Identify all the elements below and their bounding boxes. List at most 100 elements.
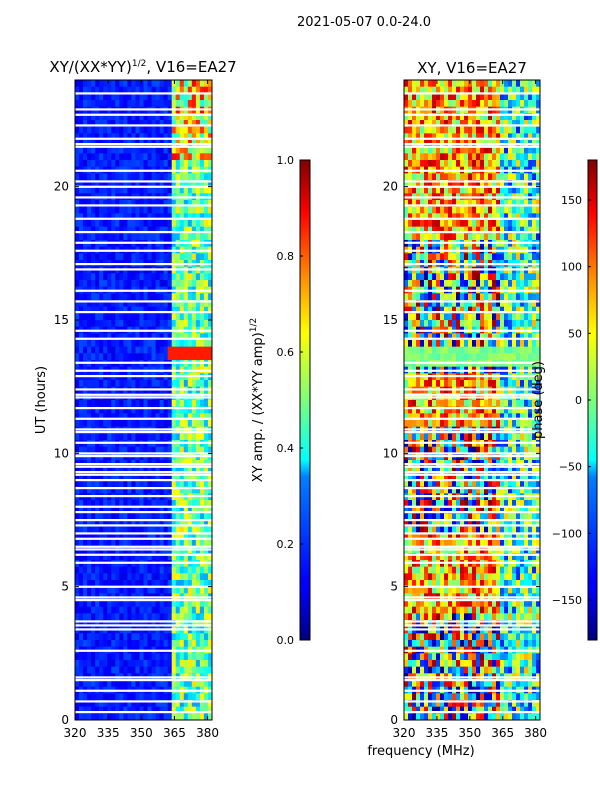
right-heatmap-cell [404, 293, 409, 301]
left-heatmap-cell [167, 220, 173, 228]
left-heatmap-cell [115, 713, 120, 720]
left-heatmap-cell [103, 160, 108, 168]
left-heatmap-cell [143, 506, 148, 514]
left-heatmap-cell [195, 126, 201, 134]
left-heatmap-cell [107, 313, 112, 321]
left-heatmap-cell [195, 606, 201, 614]
left-heatmap-cell [167, 653, 173, 661]
left-heatmap-cell [167, 666, 173, 674]
right-heatmap-cell [468, 100, 473, 108]
left-heatmap-cell [135, 233, 140, 241]
right-heatmap-cell [468, 93, 473, 101]
left-heatmap-cell [163, 113, 169, 121]
left-heatmap-cell [127, 566, 132, 574]
right-heatmap-cell [428, 300, 433, 308]
right-heatmap-cell [456, 186, 461, 194]
left-heatmap-cell [203, 653, 209, 661]
right-heatmap-cell [416, 153, 421, 161]
right-heatmap-cell [416, 226, 421, 234]
left-heatmap-cell [199, 573, 205, 581]
left-heatmap-cell [127, 606, 132, 614]
left-heatmap-cell [95, 606, 100, 614]
left-heatmap-cell [95, 406, 100, 414]
right-heatmap-cell [448, 133, 453, 141]
left-heatmap-cell [191, 433, 197, 441]
right-heatmap-cell [456, 213, 461, 221]
left-heatmap-cell [75, 413, 80, 421]
right-heatmap-cell [532, 133, 537, 141]
left-heatmap-cell [191, 713, 197, 720]
right-heatmap-cell [420, 340, 425, 348]
right-heatmap-cell [404, 213, 409, 221]
right-heatmap-cell [464, 173, 469, 181]
right-heatmap-cell [424, 160, 429, 168]
left-heatmap-cell [79, 80, 84, 88]
left-heatmap-cell [191, 346, 197, 354]
left-heatmap-cell [135, 620, 140, 628]
left-heatmap-cell [179, 433, 185, 441]
left-heatmap-cell [131, 406, 136, 414]
left-heatmap-cell [187, 480, 193, 488]
right-heatmap-cell [484, 80, 489, 88]
left-heatmap-cell [135, 566, 140, 574]
left-heatmap-cell [79, 293, 84, 301]
right-heatmap-cell [528, 180, 533, 188]
right-heatmap-cell [424, 100, 429, 108]
right-heatmap-cell [492, 126, 497, 134]
right-heatmap-cell [424, 133, 429, 141]
left-heatmap-cell [195, 313, 201, 321]
left-heatmap-cell [159, 473, 165, 481]
left-heatmap-cell [167, 306, 173, 314]
left-heatmap-cell [103, 293, 108, 301]
right-heatmap-cell [460, 100, 465, 108]
right-heatmap-cell [452, 353, 457, 361]
left-heatmap-cell [175, 346, 181, 354]
right-heatmap-cell [456, 86, 461, 94]
right-heatmap-cell [444, 380, 449, 388]
left-heatmap-cell [187, 573, 193, 581]
left-heatmap-cell [155, 120, 161, 128]
right-heatmap-cell [420, 186, 425, 194]
left-heatmap-cell [107, 473, 112, 481]
left-heatmap-cell [103, 173, 108, 181]
left-heatmap-cell [159, 640, 165, 648]
right-heatmap-cell [480, 320, 485, 328]
left-heatmap-cell [139, 600, 144, 608]
right-heatmap-cell [488, 213, 493, 221]
left-heatmap-cell [91, 153, 96, 161]
right-heatmap-cell [440, 220, 445, 228]
left-heatmap-cell [99, 613, 104, 621]
left-heatmap-cell [155, 126, 161, 134]
right-heatmap-cell [460, 300, 465, 308]
right-heatmap-cell [524, 86, 529, 94]
right-heatmap-cell [428, 133, 433, 141]
left-heatmap-cell [99, 306, 104, 314]
left-heatmap-cell [167, 226, 173, 234]
right-heatmap-cell [488, 133, 493, 141]
left-heatmap-cell [191, 566, 197, 574]
right-heatmap-cell [428, 220, 433, 228]
left-heatmap-cell [103, 520, 108, 528]
left-heatmap-cell [131, 346, 136, 354]
left-heatmap-cell [147, 700, 152, 708]
left-heatmap-cell [135, 506, 140, 514]
right-heatmap-cell [424, 333, 429, 341]
left-heatmap-cell [91, 433, 96, 441]
left-heatmap-cell [115, 293, 120, 301]
left-heatmap-cell [147, 120, 152, 128]
left-heatmap-cell [207, 226, 212, 234]
right-heatmap-cell [428, 146, 433, 154]
right-heatmap-cell [528, 146, 533, 154]
left-heatmap-cell [87, 206, 92, 214]
left-heatmap-cell [115, 206, 120, 214]
left-heatmap-cell [147, 400, 152, 408]
left-heatmap-cell [179, 513, 185, 521]
right-heatmap-cell [440, 186, 445, 194]
left-heatmap-cell [115, 300, 120, 308]
right-heatmap-cell [508, 213, 513, 221]
right-heatmap-cell [444, 300, 449, 308]
right-heatmap-cell [456, 346, 461, 354]
left-heatmap-cell [135, 653, 140, 661]
right-heatmap-cell [416, 80, 421, 88]
right-heatmap-cell [416, 273, 421, 281]
